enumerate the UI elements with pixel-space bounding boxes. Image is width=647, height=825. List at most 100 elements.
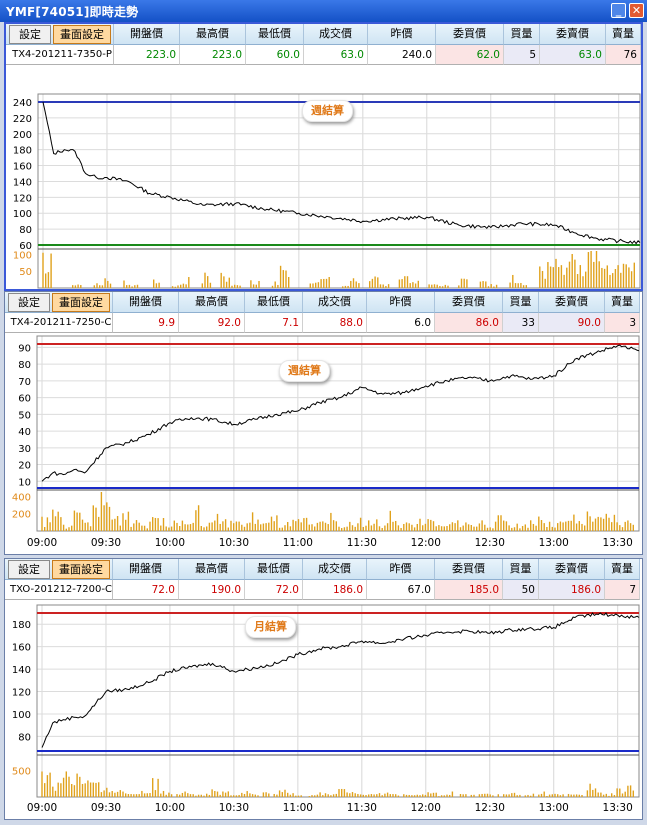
price-tick-label: 160: [13, 162, 32, 173]
header-open: 開盤價: [114, 24, 180, 45]
settings-button[interactable]: 設定: [8, 293, 50, 312]
header-last: 成交價: [303, 292, 367, 313]
time-tick-label: 13:30: [603, 802, 633, 814]
price-tick-label: 140: [13, 177, 32, 188]
price-tick-label: 220: [13, 114, 32, 125]
price-tick-label: 40: [18, 427, 31, 438]
header-bid-qty: 買量: [504, 24, 540, 45]
value-open: 9.9: [113, 313, 179, 333]
price-tick-label: 200: [13, 130, 32, 141]
header-bid: 委買價: [435, 559, 503, 580]
header-ask-qty: 賣量: [606, 24, 641, 45]
header-ask: 委賣價: [539, 559, 605, 580]
time-tick-label: 13:30: [603, 537, 633, 549]
value-bid-qty: 5: [504, 45, 540, 65]
time-tick-label: 11:30: [347, 537, 377, 549]
header-high: 最高價: [180, 24, 246, 45]
value-last: 186.0: [303, 580, 367, 600]
time-tick-label: 11:00: [283, 537, 313, 549]
screen-settings-button[interactable]: 畫面設定: [52, 293, 110, 312]
symbol-label: TX4-201211-7250-C: [5, 313, 113, 333]
value-open: 72.0: [113, 580, 179, 600]
time-tick-label: 10:30: [219, 802, 249, 814]
time-tick-label: 11:00: [283, 802, 313, 814]
time-tick-label: 12:30: [475, 537, 505, 549]
value-bid: 62.0: [436, 45, 504, 65]
header-prev: 昨價: [368, 24, 436, 45]
price-series-line: [41, 344, 640, 482]
header-bid: 委買價: [435, 292, 503, 313]
time-tick-label: 09:00: [27, 537, 57, 549]
time-tick-label: 13:00: [539, 537, 569, 549]
price-tick-label: 180: [12, 620, 31, 631]
value-ask: 186.0: [539, 580, 605, 600]
time-tick-label: 11:30: [347, 802, 377, 814]
header-ask-qty: 賣量: [605, 559, 640, 580]
settlement-annotation: 週結算: [279, 360, 330, 382]
price-tick-label: 30: [18, 444, 31, 455]
price-tick-label: 10: [18, 477, 31, 488]
value-ask-qty: 76: [606, 45, 641, 65]
header-ask-qty: 賣量: [605, 292, 640, 313]
time-tick-label: 13:00: [539, 802, 569, 814]
price-tick-label: 60: [18, 394, 31, 405]
header-high: 最高價: [179, 559, 245, 580]
value-bid: 185.0: [435, 580, 503, 600]
plot-frame: [36, 335, 640, 532]
price-series-line: [41, 612, 640, 748]
price-tick-label: 120: [12, 688, 31, 699]
price-tick-label: 70: [18, 377, 31, 388]
quote-panel: 設定 畫面設定 TXO-201212-7200-C 開盤價 72.0 最高價 190.0 最低…: [4, 558, 643, 820]
price-tick-label: 140: [12, 665, 31, 676]
header-last: 成交價: [304, 24, 368, 45]
price-tick-label: 90: [18, 343, 31, 354]
quote-table: 設定 畫面設定 TX4-201211-7250-C 開盤價 9.9 最高價 92.0 最低價 7…: [5, 292, 640, 334]
settings-button[interactable]: 設定: [9, 25, 51, 44]
value-ask-qty: 3: [605, 313, 640, 333]
volume-tick-label: 100: [13, 250, 32, 261]
time-tick-label: 09:00: [27, 802, 57, 814]
settlement-annotation: 月結算: [245, 616, 296, 638]
time-tick-label: 10:00: [155, 537, 185, 549]
price-tick-label: 100: [12, 710, 31, 721]
header-prev: 昨價: [367, 292, 435, 313]
time-tick-label: 09:30: [91, 537, 121, 549]
header-low: 最低價: [245, 292, 303, 313]
quote-panel: 設定 畫面設定 TX4-201211-7350-P 開盤價 223.0 最高價 223.0 最…: [4, 22, 643, 291]
price-tick-label: 60: [19, 241, 32, 252]
screen-settings-button[interactable]: 畫面設定: [52, 560, 110, 579]
screen-settings-button[interactable]: 畫面設定: [53, 25, 111, 44]
quote-table: 設定 畫面設定 TXO-201212-7200-C 開盤價 72.0 最高價 190.0 最低…: [5, 559, 640, 601]
value-prev: 67.0: [367, 580, 435, 600]
price-chart: 24022020018016014012010080601005009:0009…: [13, 93, 641, 289]
quote-panel: 設定 畫面設定 TX4-201211-7250-C 開盤價 9.9 最高價 92.0 最低價 7…: [4, 291, 643, 555]
settings-button[interactable]: 設定: [8, 560, 50, 579]
volume-tick-label: 200: [12, 510, 31, 521]
header-bid: 委買價: [436, 24, 504, 45]
value-prev: 6.0: [367, 313, 435, 333]
header-open: 開盤價: [113, 292, 179, 313]
value-bid-qty: 50: [503, 580, 539, 600]
close-button[interactable]: ✕: [629, 3, 644, 18]
symbol-label: TXO-201212-7200-C: [5, 580, 113, 600]
price-tick-label: 80: [18, 360, 31, 371]
header-last: 成交價: [303, 559, 367, 580]
value-bid-qty: 33: [503, 313, 539, 333]
volume-tick-label: 400: [12, 492, 31, 503]
value-high: 190.0: [179, 580, 245, 600]
minimize-button[interactable]: _: [611, 3, 626, 18]
value-open: 223.0: [114, 45, 180, 65]
value-low: 72.0: [245, 580, 303, 600]
plot-frame: [37, 93, 641, 289]
symbol-label: TX4-201211-7350-P: [6, 45, 114, 65]
time-tick-label: 12:00: [411, 537, 441, 549]
price-tick-label: 20: [18, 461, 31, 472]
volume-tick-label: 500: [12, 766, 31, 777]
header-ask: 委賣價: [539, 292, 605, 313]
time-tick-label: 10:00: [155, 802, 185, 814]
header-bid-qty: 買量: [503, 559, 539, 580]
price-tick-label: 240: [13, 98, 32, 109]
header-ask: 委賣價: [540, 24, 606, 45]
price-chart: 90 80 70 60 50 40 30 20 10 400 200 09:00 09:30 10:00 1…: [12, 335, 640, 549]
header-high: 最高價: [179, 292, 245, 313]
